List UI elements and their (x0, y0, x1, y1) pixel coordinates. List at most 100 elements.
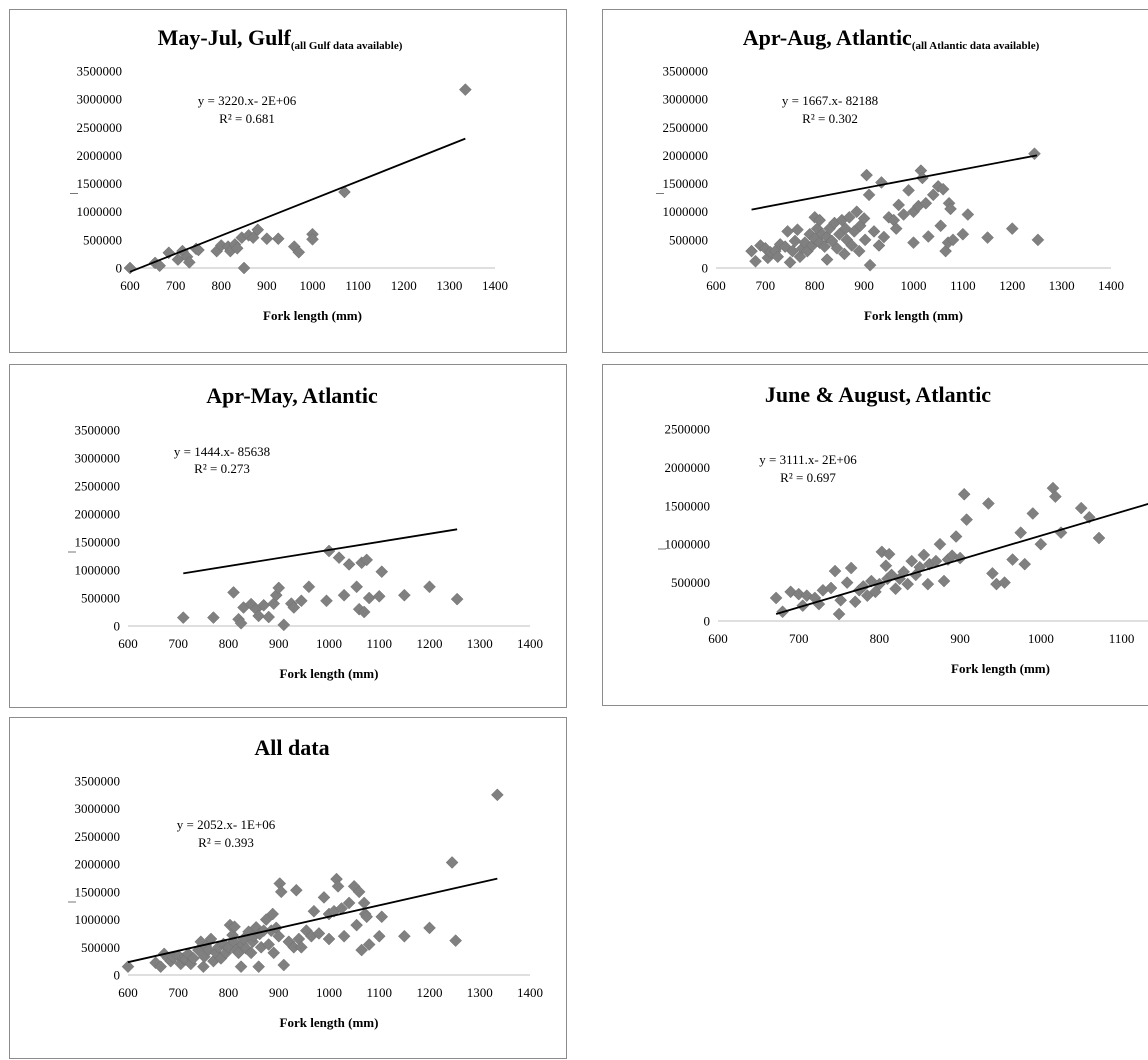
data-point (783, 256, 797, 269)
data-point (352, 885, 366, 899)
chart-svg: Apr-May, Atlantic 0 500000 1000000 1500000 20… (68, 383, 543, 681)
y-tick-label: 2500000 (75, 829, 121, 844)
data-point (266, 907, 280, 921)
data-point (252, 960, 266, 974)
data-point (360, 910, 374, 924)
x-tick-label: 1100 (366, 636, 392, 651)
x-tick-label: 1100 (1109, 631, 1135, 646)
data-point (745, 244, 758, 258)
x-tick-label: 1400 (517, 985, 543, 1000)
x-tick-label: 1100 (345, 278, 371, 293)
x-tick-label: 700 (756, 278, 776, 293)
data-point (1006, 553, 1019, 566)
y-tick-label: 1000000 (665, 537, 711, 552)
trendline-r2: R² = 0.681 (219, 111, 275, 126)
y-tick-label: 3000000 (75, 451, 121, 466)
chart-panel-june-august-atlantic: June & August, Atlantic 0 500000 1000000 150… (602, 364, 1148, 706)
chart-title-main: May-Jul, Gulf (158, 25, 292, 50)
data-point (937, 574, 951, 588)
data-point (986, 567, 999, 580)
trendline-equation: y = 3111.x- 2E+06 (759, 452, 857, 467)
chart-title-main: June & August, Atlantic (765, 382, 991, 407)
data-point (749, 254, 762, 268)
data-point (867, 225, 881, 238)
data-point (306, 232, 319, 246)
data-point (791, 223, 804, 237)
y-tick-label: 2000000 (665, 460, 711, 475)
data-point (458, 83, 472, 96)
y-tick-label: 3000000 (75, 801, 121, 816)
data-point (844, 561, 858, 575)
data-point (176, 611, 190, 624)
data-point (838, 247, 851, 261)
data-point (423, 580, 436, 594)
chart-title-subscript: (all Gulf data available) (291, 40, 403, 52)
data-point (375, 910, 389, 924)
chart-title: June & August, Atlantic (765, 382, 991, 407)
data-point (322, 932, 336, 946)
trendline (751, 154, 1038, 211)
chart-svg: All data 0 500000 1000000 1500000 2000000 2500… (68, 735, 543, 1030)
data-point (926, 188, 940, 202)
y-tick-label: 1000000 (77, 204, 123, 219)
trendline (129, 137, 466, 273)
data-point (786, 244, 799, 258)
trendline (775, 503, 1148, 615)
trendline-r2: R² = 0.302 (802, 111, 858, 126)
data-point (832, 607, 846, 621)
x-tick-label: 900 (257, 278, 277, 293)
data-point (372, 589, 386, 603)
data-point (828, 564, 842, 578)
data-point (848, 595, 862, 609)
data-point (362, 938, 376, 951)
y-tick-label: 1000000 (75, 563, 121, 578)
x-tick-label: 700 (166, 278, 186, 293)
x-tick-label: 1300 (436, 278, 462, 293)
y-tick-label: 2500000 (663, 120, 709, 135)
data-point (1031, 233, 1045, 247)
trendline-equation: y = 1444.x- 85638 (174, 444, 270, 459)
data-point (262, 938, 276, 951)
y-tick-label: 3500000 (663, 64, 709, 79)
x-tick-label: 800 (870, 631, 890, 646)
data-point (897, 208, 910, 221)
y-tick-label: 0 (116, 261, 123, 276)
x-axis-label: Fork length (mm) (864, 308, 963, 323)
data-point (252, 609, 266, 623)
x-tick-label: 1200 (999, 278, 1025, 293)
x-tick-label: 1000 (901, 278, 927, 293)
data-point (860, 168, 873, 182)
data-point (272, 581, 286, 595)
data-point (892, 198, 906, 212)
data-point (449, 934, 462, 947)
y-tick-label: 3500000 (77, 64, 123, 79)
x-tick-label: 1000 (316, 985, 342, 1000)
y-tick-label: 2000000 (75, 857, 121, 872)
data-point (197, 960, 210, 974)
data-point (956, 227, 970, 241)
data-point (845, 239, 859, 252)
data-point (1026, 507, 1040, 520)
x-axis-label: Fork length (mm) (280, 666, 379, 681)
data-point (905, 554, 919, 568)
y-tick-label: 2000000 (75, 507, 121, 522)
x-tick-label: 900 (950, 631, 970, 646)
data-point (450, 592, 464, 606)
data-point (872, 239, 886, 252)
data-point (1014, 526, 1028, 540)
x-axis-label: Fork length (mm) (263, 308, 362, 323)
data-point (856, 580, 870, 593)
data-point (933, 537, 947, 551)
data-point (1074, 501, 1088, 515)
x-tick-label: 900 (269, 636, 289, 651)
data-point (312, 927, 326, 940)
y-tick-label: 0 (114, 619, 121, 634)
data-point (234, 616, 248, 630)
data-point (902, 183, 915, 197)
data-point (998, 576, 1011, 589)
y-tick-label: 500000 (671, 575, 710, 590)
x-tick-label: 900 (269, 985, 289, 1000)
data-point (889, 582, 902, 596)
data-point (350, 580, 363, 594)
data-point (277, 618, 291, 632)
